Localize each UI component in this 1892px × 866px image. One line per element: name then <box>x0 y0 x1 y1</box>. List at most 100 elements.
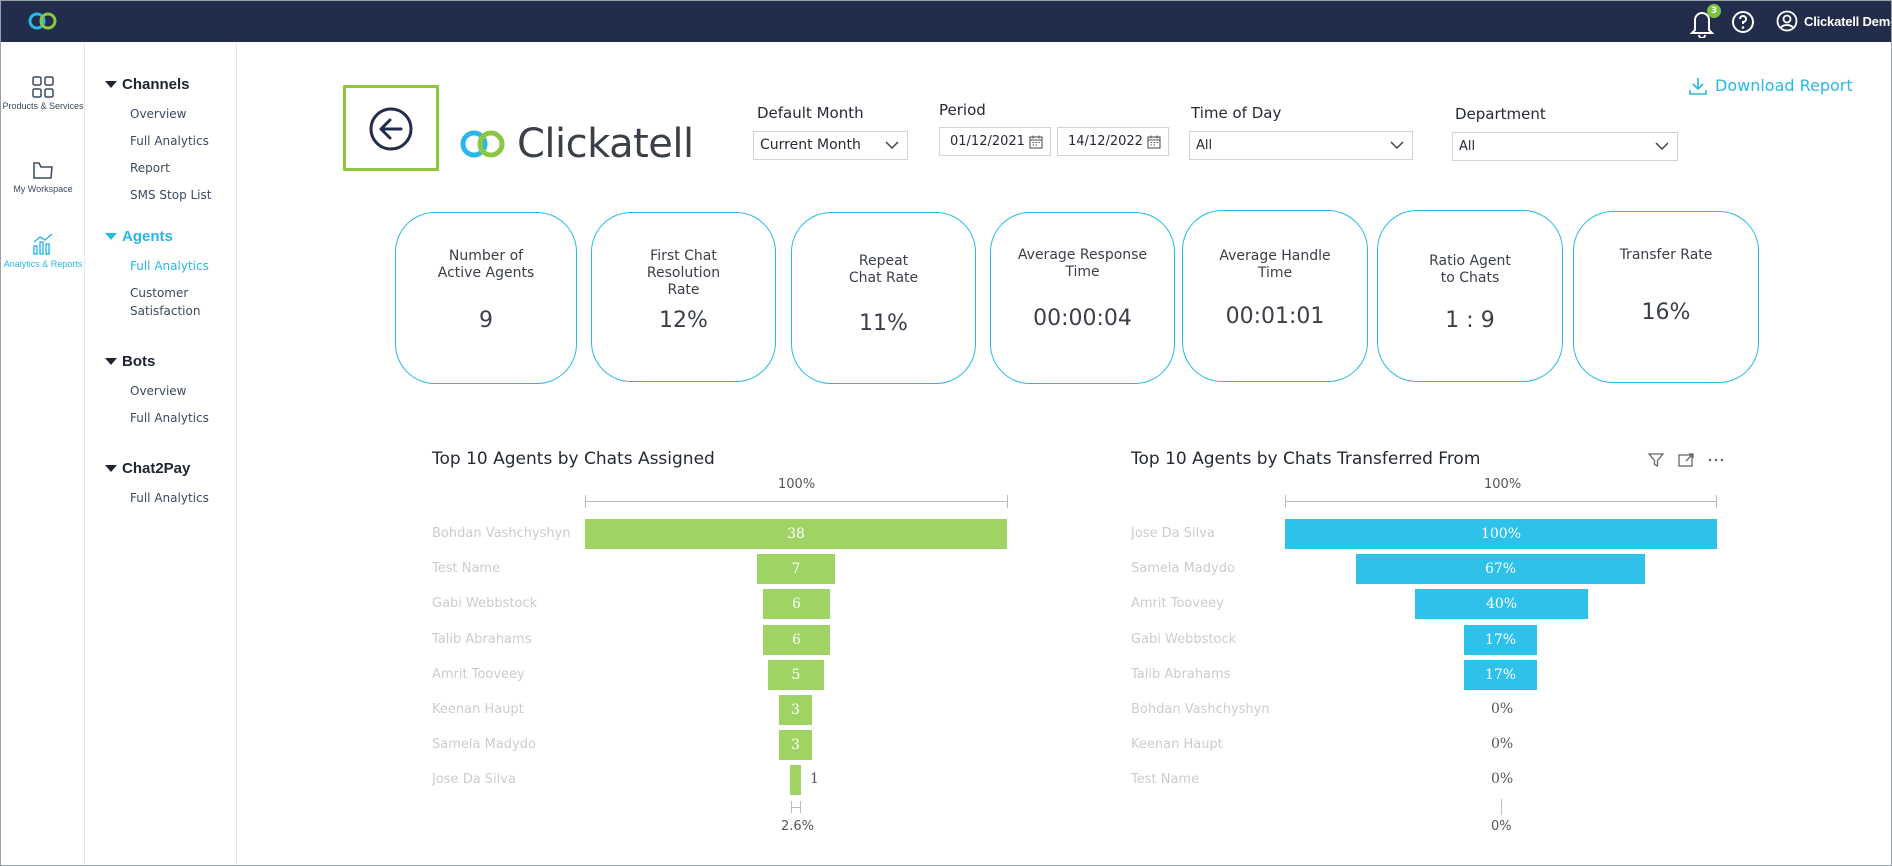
department-value: All <box>1459 139 1476 154</box>
time-of-day-select[interactable]: All <box>1189 131 1413 160</box>
analytics-icon <box>33 233 53 255</box>
clickatell-logo-icon[interactable] <box>27 11 59 35</box>
kpi-label: Repeat Chat Rate <box>848 253 919 286</box>
nav-item-channels-report[interactable]: Report <box>130 161 170 175</box>
caret-down-icon <box>105 465 117 472</box>
funnel-bar[interactable]: 17% <box>1464 625 1537 655</box>
funnel-bar[interactable]: 67% <box>1356 554 1645 584</box>
focus-mode-icon[interactable] <box>1677 451 1695 469</box>
help-icon[interactable] <box>1731 10 1755 38</box>
back-button[interactable] <box>343 85 439 171</box>
funnel-bar[interactable]: 3 <box>779 730 812 760</box>
rail-label: Products & Services <box>2 101 84 111</box>
caret-down-icon <box>105 233 117 240</box>
nav-item-chat2pay-full-analytics[interactable]: Full Analytics <box>130 491 209 505</box>
kpi-value: 16% <box>1641 300 1691 325</box>
nav-section-title: Bots <box>122 353 156 370</box>
funnel-bar[interactable]: 5 <box>768 660 824 690</box>
nav-item-channels-overview[interactable]: Overview <box>130 107 187 121</box>
nav-item-bots-overview[interactable]: Overview <box>130 384 187 398</box>
kpi-value: 1 : 9 <box>1445 308 1495 333</box>
download-icon <box>1689 77 1707 95</box>
download-report-label: Download Report <box>1715 76 1853 95</box>
period-start-value: 01/12/2021 <box>950 134 1025 149</box>
nav-section-title: Agents <box>122 228 173 245</box>
rail-analytics-reports[interactable]: Analytics & Reports <box>1 232 85 270</box>
funnel-row-label: Amrit Tooveey <box>1131 596 1224 611</box>
chart-top-axis <box>585 501 1008 502</box>
funnel-bar[interactable]: 40% <box>1415 589 1588 619</box>
funnel-row-label: Keenan Haupt <box>432 702 524 717</box>
nav-section-bots[interactable]: Bots <box>105 353 155 370</box>
nav-section-agents[interactable]: Agents <box>105 228 173 245</box>
user-menu[interactable]: Clickatell Demo <box>1776 10 1891 32</box>
period-start-date[interactable]: 01/12/2021 <box>939 127 1051 156</box>
rail-my-workspace[interactable]: My Workspace <box>1 159 85 195</box>
kpi-label: Transfer Rate <box>1619 247 1713 263</box>
funnel-bar[interactable]: 17% <box>1464 660 1537 690</box>
funnel-row-label: Jose Da Silva <box>1131 526 1215 541</box>
nav-section-title: Channels <box>122 76 190 93</box>
funnel-bar[interactable]: 38 <box>585 519 1007 549</box>
chart-axis-tick <box>1007 495 1008 508</box>
kpi-value: 11% <box>859 311 908 336</box>
funnel-bar-value: 0% <box>1491 701 1514 717</box>
nav-item-customer-satisfaction[interactable]: Customer Satisfaction <box>130 286 201 318</box>
nav-item-bots-full-analytics[interactable]: Full Analytics <box>130 411 209 425</box>
chart-bottom-scale-label: 0% <box>1491 819 1512 834</box>
chart-title-chats-transferred: Top 10 Agents by Chats Transferred From <box>1131 449 1481 469</box>
arrow-left-circle-icon <box>369 107 413 151</box>
time-of-day-label: Time of Day <box>1191 104 1282 122</box>
nav-item-sms-stop-list[interactable]: SMS Stop List <box>130 188 212 202</box>
rail-label: Analytics & Reports <box>3 259 83 269</box>
rail-products-services[interactable]: Products & Services <box>1 76 85 112</box>
funnel-bar[interactable]: 6 <box>763 589 830 619</box>
funnel-row-label: Samela Madydo <box>432 737 536 752</box>
funnel-row-label: Bohdan Vashchyshyn <box>432 526 571 541</box>
bell-icon[interactable] <box>1687 6 1717 39</box>
chart-axis-tick <box>1501 799 1502 815</box>
kpi-card-average-handle-time: Average Handle Time 00:01:01 <box>1182 210 1368 382</box>
kpi-value: 00:00:04 <box>1033 306 1132 331</box>
period-end-value: 14/12/2022 <box>1068 134 1143 149</box>
chevron-down-icon <box>1655 142 1669 151</box>
department-select[interactable]: All <box>1452 132 1678 161</box>
calendar-icon <box>1029 135 1043 149</box>
chart-top-axis <box>1285 501 1717 502</box>
chart-bottom-axis <box>791 807 801 808</box>
funnel-bar[interactable] <box>790 765 801 795</box>
nav-item-channels-full-analytics[interactable]: Full Analytics <box>130 134 209 148</box>
default-month-select[interactable]: Current Month <box>753 131 908 160</box>
kpi-card-repeat-chat-rate: Repeat Chat Rate 11% <box>791 212 976 384</box>
kpi-card-active-agents: Number of Active Agents 9 <box>395 212 577 384</box>
filter-icon[interactable] <box>1647 451 1665 469</box>
kpi-card-transfer-rate: Transfer Rate 16% <box>1573 211 1759 383</box>
nav-section-channels[interactable]: Channels <box>105 76 190 93</box>
chart-axis-tick <box>1285 495 1286 508</box>
funnel-bar[interactable]: 6 <box>763 625 830 655</box>
period-end-date[interactable]: 14/12/2022 <box>1057 127 1169 156</box>
funnel-bar-value: 1 <box>810 771 819 787</box>
funnel-row-label: Talib Abrahams <box>432 632 532 647</box>
default-month-label: Default Month <box>757 104 864 122</box>
chart-title-chats-assigned: Top 10 Agents by Chats Assigned <box>432 449 715 469</box>
funnel-bar[interactable]: 7 <box>757 554 835 584</box>
funnel-row-label: Jose Da Silva <box>432 772 516 787</box>
funnel-row-label: Amrit Tooveey <box>432 667 525 682</box>
funnel-bar[interactable]: 3 <box>779 695 812 725</box>
icon-rail: Products & Services My Workspace Analyti… <box>1 42 85 865</box>
brand-name: Clickatell <box>517 121 694 167</box>
time-of-day-value: All <box>1196 138 1213 153</box>
nav-section-chat2pay[interactable]: Chat2Pay <box>105 460 190 477</box>
kpi-value: 9 <box>479 308 493 333</box>
funnel-bar[interactable]: 100% <box>1285 519 1717 549</box>
download-report-link[interactable]: Download Report <box>1689 76 1853 95</box>
funnel-row-label: Gabi Webbstock <box>432 596 538 611</box>
chart-axis-tick <box>585 495 586 508</box>
chart-toolbar <box>1647 451 1725 469</box>
caret-down-icon <box>105 81 117 88</box>
nav-item-agents-full-analytics[interactable]: Full Analytics <box>130 259 209 273</box>
more-options-icon[interactable] <box>1707 451 1725 469</box>
caret-down-icon <box>105 358 117 365</box>
